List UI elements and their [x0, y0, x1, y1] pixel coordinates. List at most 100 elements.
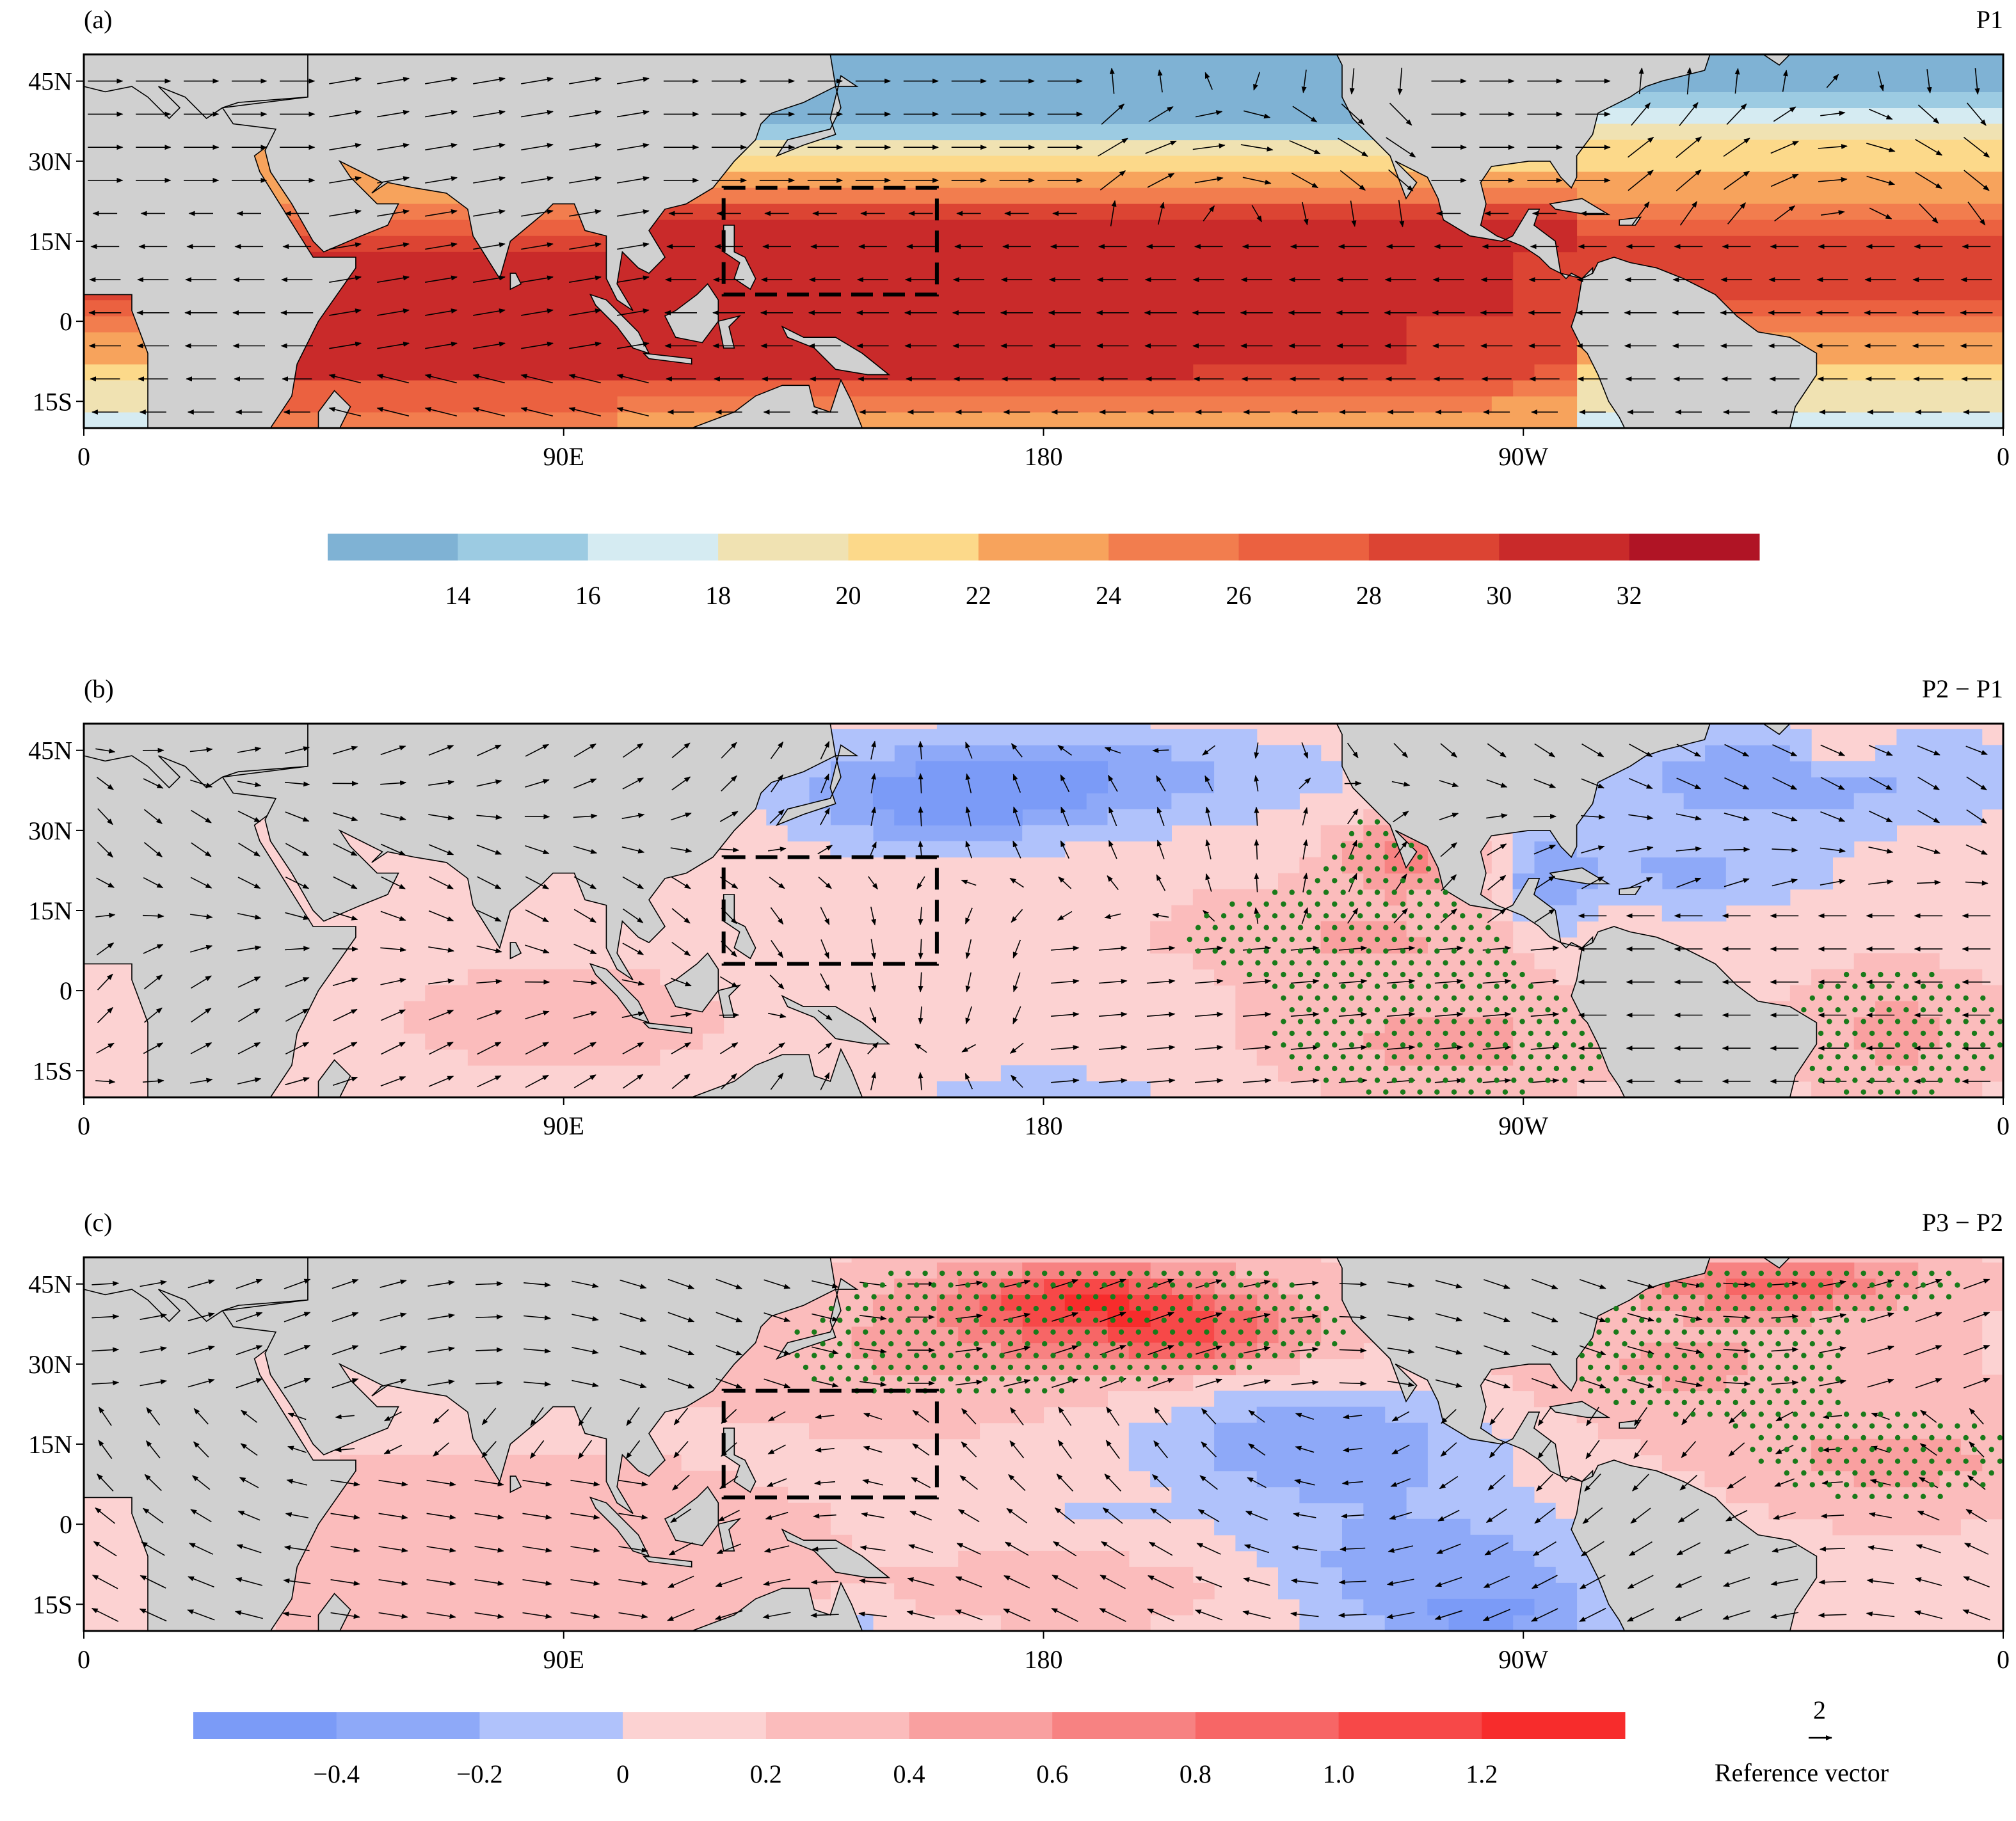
- significance-dot: [1724, 1411, 1730, 1417]
- significance-dot: [1792, 1388, 1798, 1394]
- wind-vector: [189, 914, 213, 919]
- lat-tick-label: 45N: [28, 67, 72, 96]
- significance-dot: [1187, 1305, 1193, 1312]
- wind-vector: [1343, 1414, 1363, 1420]
- significance-dot: [1460, 960, 1466, 966]
- significance-dot: [1724, 1341, 1730, 1347]
- significance-dot: [1315, 1294, 1320, 1300]
- wind-vector: [92, 1380, 120, 1386]
- wind-vector: [426, 1612, 456, 1619]
- significance-dot: [1434, 995, 1440, 1001]
- significance-dot: [1562, 1054, 1568, 1060]
- wind-vector: [870, 1072, 876, 1091]
- significance-dot: [1417, 878, 1423, 884]
- significance-dot: [1059, 1364, 1065, 1371]
- land-greenland-tip: [1762, 724, 1791, 735]
- wind-vector: [964, 1072, 973, 1090]
- wind-vector: [616, 308, 650, 316]
- significance-dot: [1306, 1305, 1312, 1312]
- wind-vector: [1482, 978, 1512, 984]
- wind-vector: [143, 877, 164, 889]
- significance-dot: [991, 1388, 996, 1394]
- significance-dot: [1220, 960, 1227, 966]
- wind-vector: [771, 774, 783, 793]
- wind-vector: [1004, 1541, 1029, 1556]
- wind-vector: [476, 1281, 503, 1287]
- wind-vector: [1153, 1407, 1168, 1426]
- significance-dot: [888, 1317, 894, 1323]
- significance-dot: [1528, 1054, 1534, 1060]
- wind-vector: [1101, 1541, 1125, 1557]
- wind-vector: [1194, 978, 1224, 984]
- significance-dot: [1827, 1294, 1832, 1300]
- wind-vector: [1441, 874, 1457, 891]
- significance-dot: [1827, 1458, 1832, 1464]
- significance-dot: [1980, 1482, 1986, 1488]
- wind-vector: [1532, 1345, 1558, 1356]
- wind-vector: [188, 1378, 215, 1388]
- wind-vector: [1052, 1345, 1079, 1355]
- wind-vector: [285, 1042, 310, 1055]
- significance-dot: [1016, 1353, 1022, 1358]
- significance-dot: [1220, 1282, 1227, 1288]
- significance-dot: [1553, 1019, 1560, 1024]
- significance-dot: [1860, 1435, 1866, 1441]
- significance-dot: [1084, 1329, 1091, 1335]
- lon-tick-label: 180: [1025, 1111, 1063, 1140]
- significance-dot: [1681, 1282, 1687, 1288]
- wind-vector: [286, 1479, 308, 1486]
- significance-dot: [1127, 1270, 1133, 1276]
- significance-dot: [2006, 1447, 2011, 1452]
- wind-vector: [525, 1074, 549, 1088]
- wind-vector: [1533, 845, 1556, 855]
- wind-vector: [1100, 1574, 1126, 1589]
- significance-dot: [1988, 1447, 1994, 1452]
- significance-dot: [1212, 1341, 1218, 1347]
- wind-vector: [716, 1378, 743, 1388]
- wind-vector: [329, 242, 362, 250]
- wind-vector: [520, 407, 553, 417]
- significance-dot: [1971, 1470, 1978, 1476]
- wind-vector: [1770, 173, 1799, 187]
- significance-dot: [1220, 1329, 1227, 1335]
- wind-vector: [190, 944, 213, 953]
- wind-vector: [1441, 1409, 1457, 1424]
- significance-dot: [1272, 1282, 1278, 1288]
- wind-vector: [573, 744, 596, 758]
- wind-vector: [330, 1513, 360, 1520]
- significance-dot: [1195, 948, 1201, 954]
- significance-dot: [1042, 1317, 1048, 1323]
- significance-dot: [931, 1353, 937, 1358]
- significance-dot: [1860, 1065, 1866, 1072]
- significance-dot: [1485, 925, 1491, 930]
- significance-dot: [1980, 995, 1986, 1001]
- wind-vector: [143, 974, 163, 990]
- wind-vector: [428, 1076, 454, 1087]
- significance-dot: [1323, 1054, 1329, 1060]
- significance-dot: [1127, 1364, 1133, 1371]
- significance-dot: [1476, 1077, 1483, 1083]
- wind-vector: [1156, 874, 1166, 891]
- significance-dot: [1827, 1042, 1832, 1048]
- significance-dot: [1766, 1376, 1773, 1382]
- significance-dot: [1297, 1317, 1304, 1323]
- significance-dot: [982, 1329, 988, 1335]
- significance-dot: [1366, 1065, 1372, 1072]
- wind-vector: [1098, 138, 1128, 157]
- significance-dot: [1852, 1447, 1858, 1452]
- significance-dot: [837, 1317, 843, 1323]
- wind-vector: [721, 742, 737, 759]
- wind-vector: [1772, 847, 1798, 853]
- wind-vector: [572, 1380, 599, 1388]
- significance-dot: [1332, 971, 1338, 978]
- wind-vector: [862, 1479, 883, 1486]
- significance-dot: [1306, 936, 1312, 942]
- wind-vector: [621, 813, 645, 820]
- significance-dot: [1724, 1364, 1730, 1371]
- wind-vector: [1916, 880, 1941, 886]
- wind-vector: [916, 876, 925, 890]
- significance-dot: [1929, 1294, 1935, 1300]
- colorbar-bin: [1108, 534, 1240, 561]
- significance-dot: [1383, 1042, 1389, 1048]
- significance-dot: [1332, 1065, 1338, 1072]
